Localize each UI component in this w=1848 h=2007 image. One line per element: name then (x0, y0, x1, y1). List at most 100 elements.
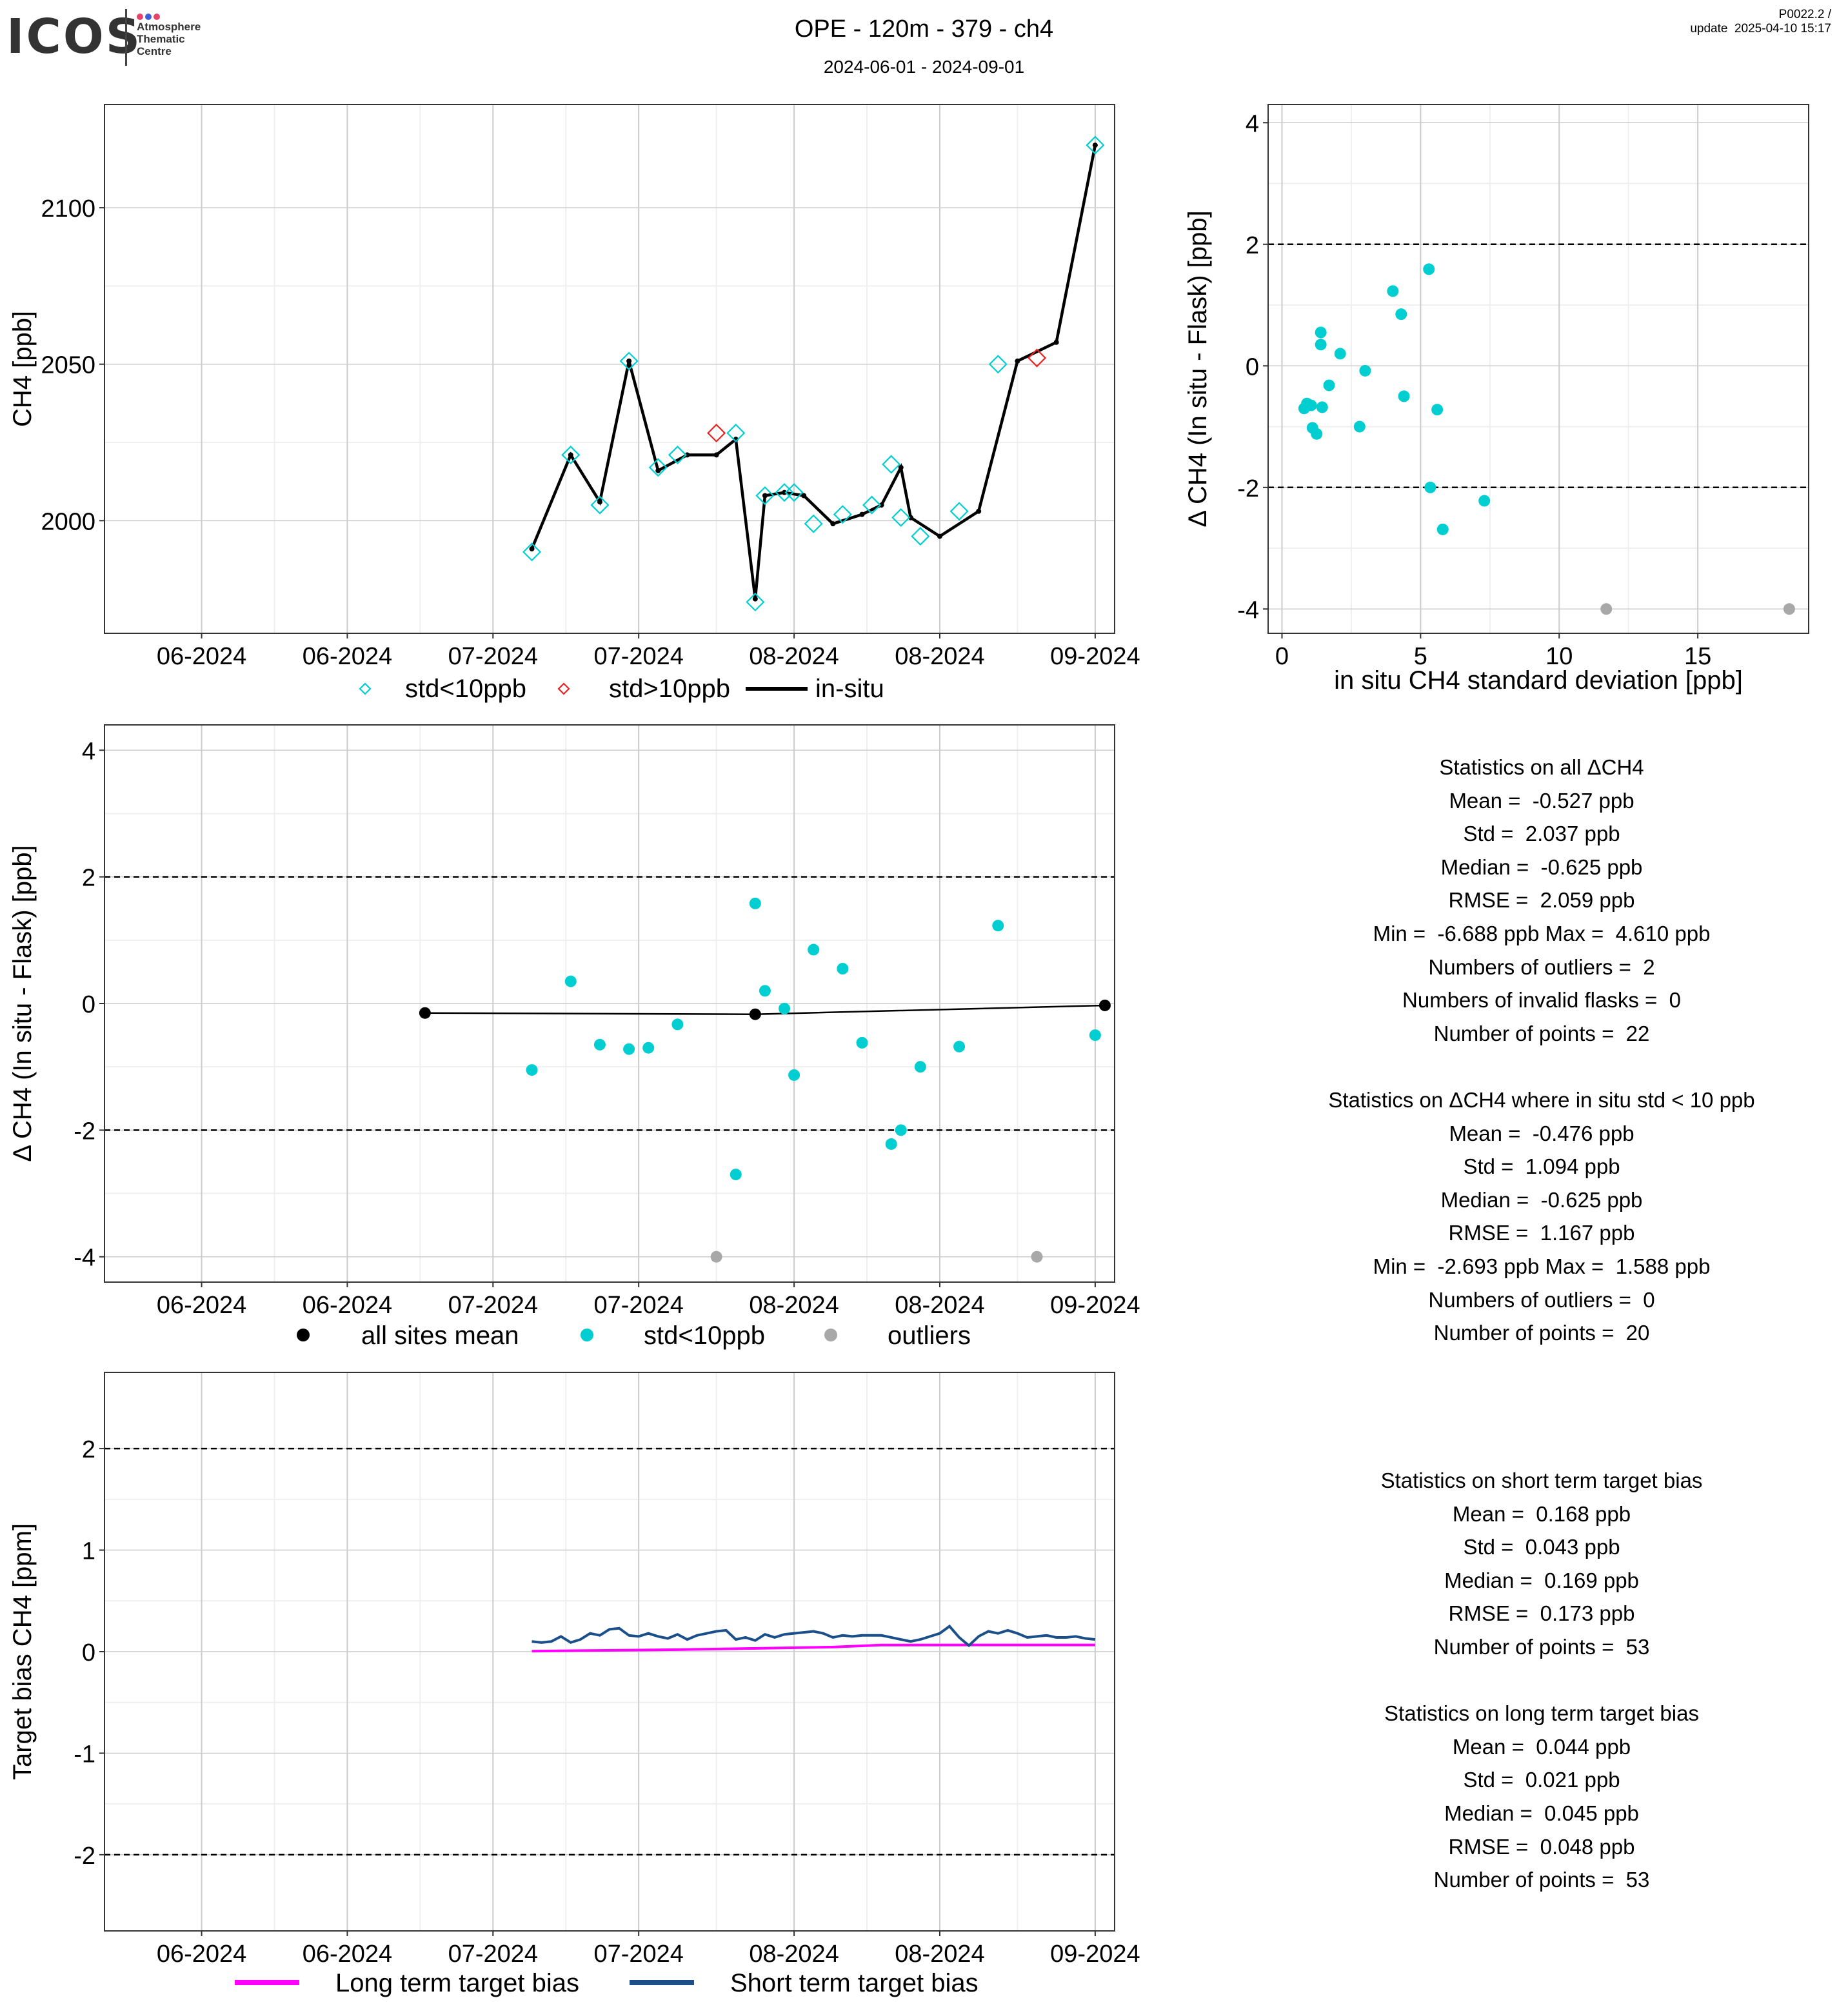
stat-line: Std = 1.094 ppb (1463, 1154, 1620, 1179)
x-tick-label: 06-2024 (303, 643, 392, 670)
logo-dots (137, 12, 162, 23)
legend-symbol-outliers (824, 1329, 837, 1341)
insitu-point (898, 464, 904, 470)
delta-point (1311, 428, 1323, 440)
stat-line: Std = 2.037 ppb (1463, 822, 1620, 846)
flask-ok-marker (911, 527, 930, 546)
insitu-point (529, 546, 535, 551)
flask-ok-marker (988, 355, 1008, 374)
legend-label: in-situ (815, 675, 884, 703)
y-tick-label: 0 (82, 991, 95, 1018)
version-label: P0022.2 / (1778, 8, 1831, 21)
delta-point (1431, 404, 1444, 416)
insitu-point (597, 499, 602, 505)
insitu-point (908, 515, 913, 520)
delta-point (593, 1038, 606, 1051)
legend-label: std<10ppb (405, 675, 526, 703)
plot-border (104, 724, 1115, 1283)
stat-spacer (1219, 1664, 1848, 1697)
legend-label: Short term target bias (730, 1969, 979, 1997)
x-tick-label: 08-2024 (749, 1292, 839, 1319)
stat-line: Min = -2.693 ppb Max = 1.588 ppb (1373, 1254, 1711, 1278)
x-tick-label: 07-2024 (593, 643, 683, 670)
all-sites-mean-point (1098, 999, 1111, 1011)
target-bias-statistics: Statistics on short term target bias Mean… (1219, 1464, 1848, 1897)
insitu-point (782, 489, 788, 495)
all-sites-mean-point (419, 1007, 431, 1019)
delta-point (1424, 481, 1436, 493)
plot-background (1268, 104, 1809, 633)
delta-point (885, 1138, 897, 1150)
delta-point (1305, 399, 1317, 411)
delta-point (623, 1043, 635, 1055)
delta-point (1387, 285, 1399, 297)
y-tick-label: -2 (1237, 475, 1259, 502)
stat-line: Numbers of invalid flasks = 0 (1402, 988, 1681, 1013)
y-tick-label: -4 (1237, 597, 1259, 624)
icos-logo: ICOS (6, 9, 143, 64)
insitu-line (530, 144, 1097, 599)
stat-line: Min = -6.688 ppb Max = 4.610 ppb (1373, 921, 1711, 945)
x-tick-label: 10 (1545, 643, 1573, 670)
y-tick-label: 0 (1246, 353, 1259, 381)
all-sites-mean-point (749, 1008, 761, 1020)
delta-point (895, 1124, 907, 1136)
y-axis-label: Target bias CH4 [ppm] (8, 1523, 37, 1780)
flask-bad-marker (707, 423, 726, 443)
insitu-point (713, 452, 719, 458)
delta-point (808, 944, 820, 956)
insitu-point (626, 358, 632, 364)
legend-symbol-std-ok (581, 1329, 593, 1341)
delta-point (1323, 379, 1335, 391)
flask-ok-marker (619, 351, 639, 371)
date-range: 2024-06-01 - 2024-09-01 (823, 57, 1025, 77)
x-tick-label: 09-2024 (1050, 643, 1140, 670)
stat-line: Statistics on ΔCH4 where in situ std < 1… (1328, 1087, 1755, 1112)
delta-point (749, 897, 761, 909)
stat-line: Median = 0.045 ppb (1444, 1801, 1639, 1825)
delta-point (1353, 420, 1366, 433)
delta-point (1395, 308, 1407, 321)
insitu-point (655, 468, 661, 473)
y-tick-label: 4 (82, 738, 95, 765)
logo-sub-line: Thematic (137, 33, 185, 45)
y-tick-label: -2 (74, 1118, 95, 1145)
plot-border (104, 104, 1115, 634)
flask-ok-marker (561, 445, 581, 464)
stat-line: Statistics on short term target bias (1380, 1468, 1703, 1492)
delta-point (730, 1169, 742, 1181)
x-tick-label: 08-2024 (895, 1292, 984, 1319)
stat-line: Number of points = 53 (1433, 1868, 1650, 1892)
legend-label: Long term target bias (335, 1969, 579, 1997)
short-term-bias-line (532, 1624, 1096, 1648)
stat-line: Std = 0.043 ppb (1463, 1535, 1620, 1559)
y-tick-label: -2 (74, 1843, 95, 1870)
x-tick-label: 06-2024 (157, 1292, 246, 1319)
delta-point (788, 1069, 800, 1081)
plot-border (104, 1372, 1115, 1932)
update-timestamp: update 2025-04-10 15:17 (1690, 22, 1831, 35)
flask-ok-marker (862, 495, 882, 515)
delta-point (1315, 339, 1327, 351)
header: ICOS Atmosphere Thematic Centre OPE - 12… (0, 0, 1848, 97)
stat-line: RMSE = 0.048 ppb (1448, 1834, 1635, 1859)
flask-ok-marker (1086, 135, 1105, 155)
logo-divider (125, 9, 127, 66)
x-tick-label: 06-2024 (157, 1941, 246, 1968)
insitu-point (684, 452, 690, 458)
stat-spacer (1219, 1050, 1848, 1083)
delta-point (1316, 401, 1328, 413)
stat-line: RMSE = 2.059 ppb (1448, 888, 1635, 913)
logo-subtitle: Atmosphere Thematic Centre (137, 21, 201, 57)
version-info: P0022.2 / update 2025-04-10 15:17 (1690, 8, 1831, 36)
flask-ok-marker (648, 458, 668, 477)
flask-ok-marker (522, 542, 542, 562)
delta-point (1334, 348, 1346, 360)
y-tick-label: 2 (82, 1436, 95, 1463)
insitu-point (976, 508, 982, 514)
stat-line: RMSE = 1.167 ppb (1448, 1221, 1635, 1245)
flask-ok-marker (949, 502, 969, 521)
y-tick-label: -1 (74, 1741, 95, 1768)
x-tick-label: 06-2024 (303, 1292, 392, 1319)
